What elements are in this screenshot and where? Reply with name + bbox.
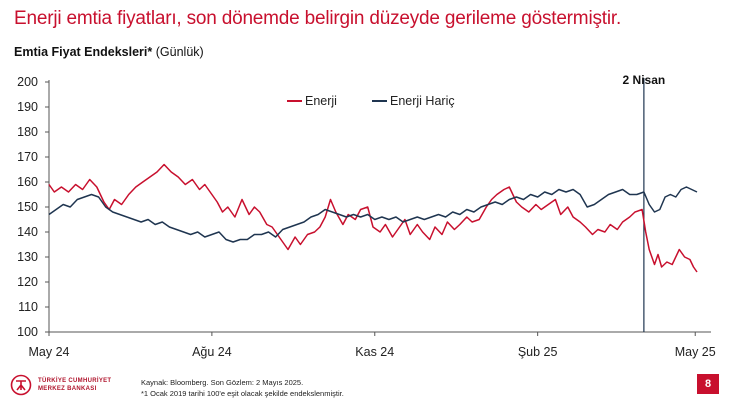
chart-unit-label: (Günlük) [155, 45, 204, 59]
line-chart: 100 110 120 130 140 150 160 170 180 190 200 May 24 A… [17, 73, 716, 359]
page-number: 8 [697, 374, 719, 394]
y-tick-label: 130 [17, 250, 38, 264]
legend-label: Enerji [305, 94, 337, 108]
y-tick-label: 190 [17, 100, 38, 114]
y-tick-label: 110 [18, 300, 38, 314]
y-tick-label: 150 [17, 200, 38, 214]
source-note: Kaynak: Bloomberg. Son Gözlem: 2 Mayıs 2… [141, 378, 304, 387]
y-tick-label: 180 [17, 125, 38, 139]
x-tick-label: May 24 [29, 345, 70, 359]
slide-title: Enerji emtia fiyatları, son dönemde beli… [14, 8, 622, 29]
reference-vline-label: 2 Nisan [623, 73, 666, 87]
legend-label: Enerji Hariç [390, 94, 455, 108]
x-tick-label: Kas 24 [355, 345, 394, 359]
chart-title-text: Emtia Fiyat Endeksleri* [14, 45, 153, 59]
central-bank-logo: TÜRKİYE CUMHURİYET MERKEZ BANKASI [10, 374, 111, 396]
y-tick-label: 140 [17, 225, 38, 239]
y-tick-label: 170 [17, 150, 38, 164]
chart-title: Emtia Fiyat Endeksleri* (Günlük) [14, 45, 204, 59]
y-tick-label: 160 [17, 175, 38, 189]
footer-notes: Kaynak: Bloomberg. Son Gözlem: 2 Mayıs 2… [141, 377, 344, 399]
x-tick-label: Şub 25 [518, 345, 558, 359]
x-tick-label: Ağu 24 [192, 345, 232, 359]
cbrt-emblem-icon [10, 374, 32, 396]
logo-line-1: TÜRKİYE CUMHURİYET [38, 378, 112, 384]
series-line-energy [48, 163, 698, 273]
x-tick-label: May 25 [675, 345, 716, 359]
index-note: *1 Ocak 2019 tarihi 100'e eşit olacak şe… [141, 389, 344, 398]
y-tick-label: 100 [17, 325, 38, 339]
logo-line-2: MERKEZ BANKASI [38, 386, 97, 392]
y-tick-label: 120 [17, 275, 38, 289]
series-line-ex-energy [48, 186, 698, 243]
y-tick-label: 200 [17, 75, 38, 89]
